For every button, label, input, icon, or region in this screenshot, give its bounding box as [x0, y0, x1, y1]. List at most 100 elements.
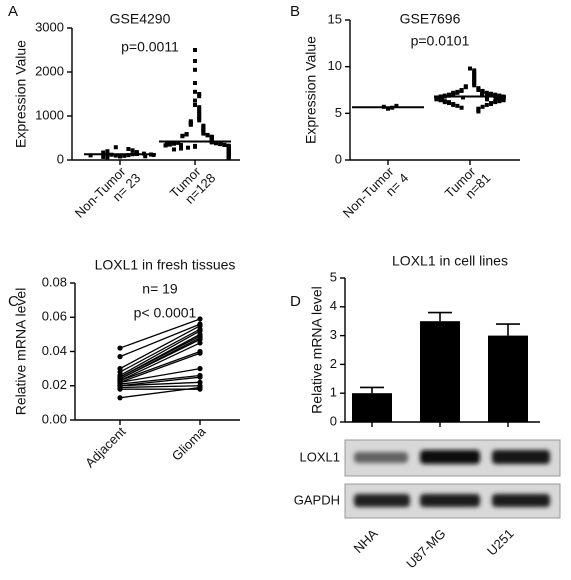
data-point	[172, 147, 176, 152]
x-tick-label-group: NHA	[351, 526, 381, 556]
data-point	[197, 316, 203, 322]
data-point	[484, 102, 489, 107]
x-tick-label: U87-MG	[403, 526, 448, 571]
y-axis-label: Expression Value	[13, 40, 29, 148]
pair-line	[119, 385, 201, 389]
x-tick-label: NHA	[351, 526, 381, 556]
x-tick-label-group: U251	[484, 526, 517, 559]
y-tick-label: 3000	[35, 19, 64, 34]
chart-subtitle: n= 19	[142, 281, 178, 297]
data-point	[197, 374, 203, 380]
pair-line	[119, 367, 201, 383]
data-point	[184, 132, 189, 137]
chart-subtitle: p=0.0101	[411, 33, 470, 49]
data-point	[117, 386, 123, 392]
pair-line	[119, 338, 201, 380]
blot-label: LOXL1	[300, 449, 340, 464]
panel-label: D	[290, 293, 301, 310]
data-point	[442, 100, 447, 105]
data-point	[101, 150, 106, 155]
pair-line	[119, 325, 201, 370]
chart-title: LOXL1 in fresh tissues	[95, 257, 236, 273]
pair-line	[119, 330, 201, 377]
data-point	[197, 111, 202, 116]
data-point	[130, 148, 135, 153]
blot-band	[492, 494, 550, 507]
y-tick-label: 1	[330, 385, 337, 400]
data-point	[193, 89, 197, 94]
data-point	[487, 92, 491, 97]
data-point	[493, 100, 498, 105]
data-point	[193, 59, 197, 63]
y-tick-label: 15	[328, 11, 342, 26]
data-point	[484, 91, 489, 96]
y-axis-label: Relative mRNA level	[13, 288, 29, 416]
data-point	[459, 105, 464, 110]
data-point	[197, 340, 203, 346]
x-tick-label-group: U87-MG	[403, 526, 448, 571]
data-point	[193, 48, 197, 52]
pair-line	[119, 335, 201, 378]
data-point	[501, 98, 506, 103]
chart-subtitle: p=0.0011	[121, 39, 179, 55]
y-axis-label: Expression Value	[303, 36, 319, 144]
y-tick-label: 4	[330, 298, 337, 313]
data-point	[394, 103, 399, 108]
data-point	[447, 101, 451, 106]
y-tick-label: 5	[335, 105, 342, 120]
data-point	[197, 94, 202, 99]
blot-band	[354, 494, 410, 507]
bar	[352, 393, 392, 422]
pair-line	[119, 386, 201, 399]
pair-line	[119, 352, 201, 383]
data-point	[485, 97, 489, 102]
data-point	[451, 92, 456, 97]
data-point	[226, 155, 231, 160]
data-point	[172, 141, 176, 146]
data-point	[468, 66, 472, 71]
data-point	[197, 384, 203, 391]
y-axis-label: Relative mRNA level	[309, 286, 325, 414]
pair-line	[119, 350, 201, 382]
y-tick-label: 2	[330, 356, 337, 371]
data-point	[113, 145, 118, 150]
pair-line	[119, 318, 201, 349]
pair-line	[119, 323, 201, 358]
data-point	[117, 395, 123, 401]
data-point	[440, 97, 444, 102]
y-tick-label: 10	[328, 58, 342, 73]
x-tick-label-group: Adjacent	[82, 424, 129, 471]
data-point	[188, 122, 193, 127]
panel-label: B	[290, 3, 300, 20]
data-point	[197, 114, 202, 118]
data-point	[197, 109, 202, 114]
data-point	[179, 143, 183, 148]
pair-line	[119, 381, 201, 387]
data-point	[219, 141, 223, 146]
data-point	[201, 131, 206, 136]
panel-label: A	[8, 3, 18, 20]
x-tick-label: Adjacent	[82, 424, 129, 471]
data-point	[386, 106, 390, 111]
y-tick-label: 0.02	[42, 377, 67, 392]
pair-line	[119, 328, 201, 373]
blot-band	[420, 450, 480, 464]
data-point	[455, 103, 460, 108]
data-point	[497, 99, 502, 104]
blot-band	[354, 452, 408, 463]
pair-line	[119, 376, 201, 387]
chart-title: GSE7696	[400, 11, 461, 27]
y-tick-label: 0	[57, 151, 64, 166]
data-point	[176, 140, 181, 145]
data-point	[167, 142, 172, 147]
data-point	[476, 88, 481, 92]
data-point	[113, 153, 118, 158]
data-point	[180, 134, 185, 139]
data-point	[118, 154, 122, 159]
data-point	[117, 354, 123, 360]
y-tick-label: 0	[330, 413, 337, 428]
